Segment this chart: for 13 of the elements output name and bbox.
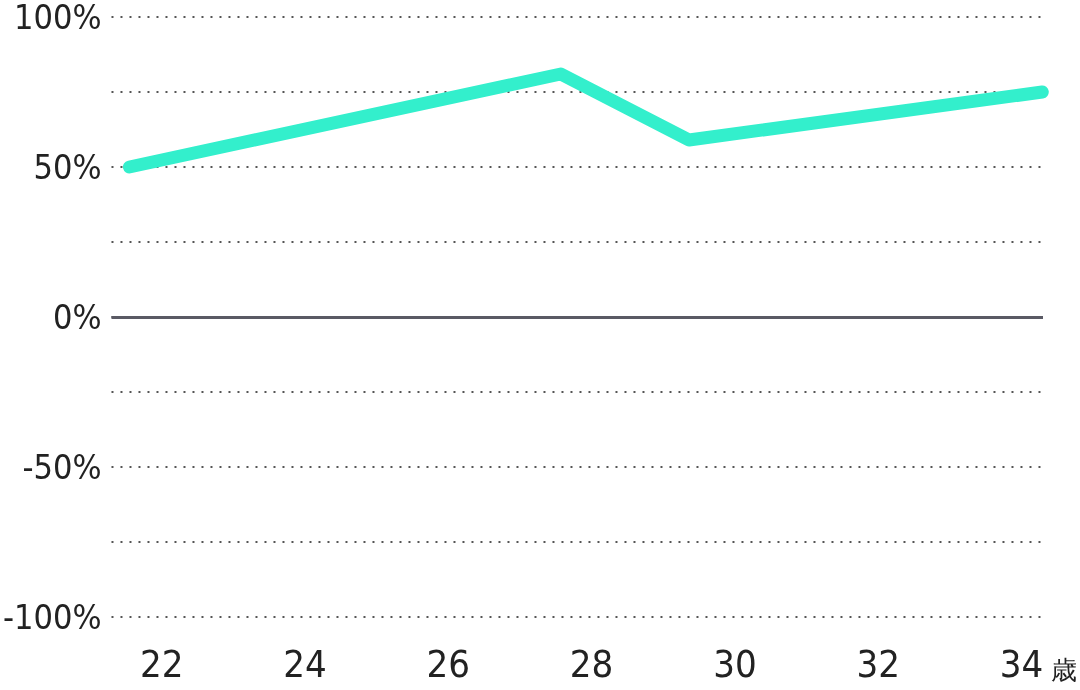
- x-tick-label: 24: [283, 642, 327, 686]
- y-tick-label: -50%: [22, 447, 102, 487]
- x-tick-label: 22: [139, 642, 184, 686]
- x-tick-label: 28: [569, 642, 614, 686]
- x-axis-title: 歳: [1051, 655, 1077, 685]
- x-tick-label: 34: [999, 642, 1044, 686]
- x-tick-label: 26: [426, 642, 471, 686]
- y-tick-label: 0%: [52, 297, 102, 337]
- y-tick-label: 50%: [33, 147, 102, 187]
- y-tick-label: -100%: [3, 597, 102, 637]
- x-tick-label: 30: [713, 642, 757, 686]
- x-tick-label: 32: [856, 642, 900, 686]
- y-tick-label: 100%: [14, 0, 102, 37]
